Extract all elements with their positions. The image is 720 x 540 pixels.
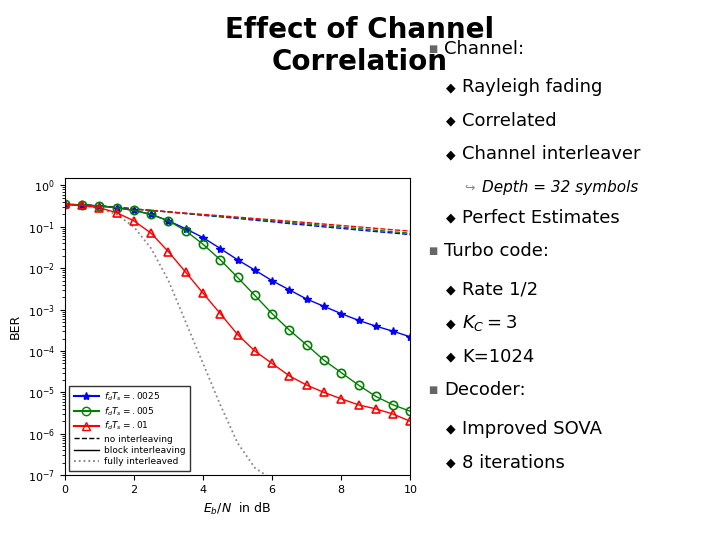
Y-axis label: BER: BER [9,314,22,339]
Text: ◆: ◆ [446,350,456,363]
Text: Channel interleaver: Channel interleaver [462,145,641,164]
Text: Rayleigh fading: Rayleigh fading [462,78,603,97]
Text: Turbo code:: Turbo code: [444,242,549,260]
Text: Correlated: Correlated [462,112,557,130]
Text: $K_C=3$: $K_C=3$ [462,313,518,334]
Text: 8 iterations: 8 iterations [462,454,565,472]
Text: Channel:: Channel: [444,39,524,58]
Text: ◆: ◆ [446,211,456,224]
Text: ↪: ↪ [464,181,475,194]
Text: ◆: ◆ [446,81,456,94]
Text: K=1024: K=1024 [462,348,535,366]
Legend: $f_d T_s = .0025$, $f_d T_s = .005$, $f_d T_s = .01$, no interleaving, block int: $f_d T_s = .0025$, $f_d T_s = .005$, $f_… [69,386,190,471]
Text: Rate 1/2: Rate 1/2 [462,281,539,299]
Text: ■: ■ [428,246,438,256]
Text: ◆: ◆ [446,148,456,161]
Text: ◆: ◆ [446,114,456,127]
Text: ◆: ◆ [446,317,456,330]
Text: ◆: ◆ [446,456,456,469]
Text: Perfect Estimates: Perfect Estimates [462,208,620,227]
Text: ◆: ◆ [446,423,456,436]
Text: ■: ■ [428,386,438,395]
Text: Improved SOVA: Improved SOVA [462,420,602,438]
Text: ■: ■ [428,44,438,53]
Text: Effect of Channel
Correlation: Effect of Channel Correlation [225,16,495,76]
X-axis label: $E_b/N$  in dB: $E_b/N$ in dB [204,501,271,517]
Text: Decoder:: Decoder: [444,381,526,400]
Text: ◆: ◆ [446,284,456,296]
Text: Depth = 32 symbols: Depth = 32 symbols [482,180,639,195]
